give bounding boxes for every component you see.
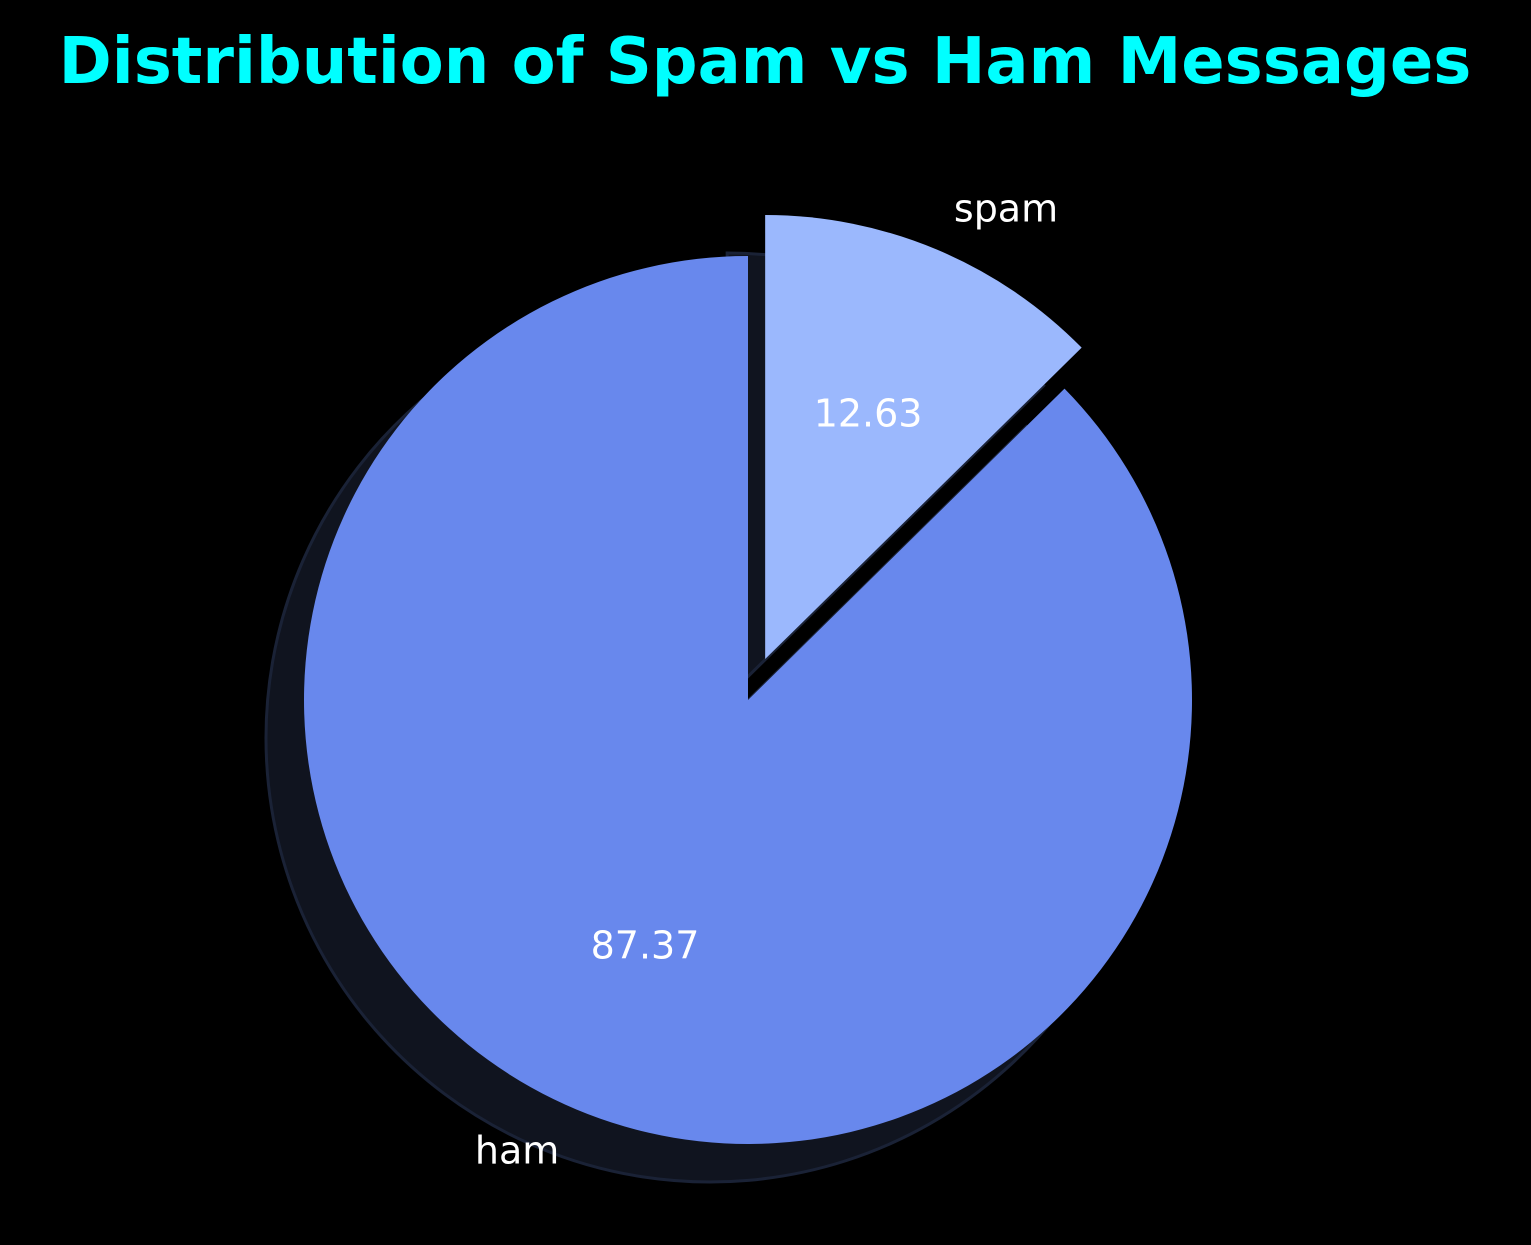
- chart-title: Distribution of Spam vs Ham Messages: [59, 25, 1472, 99]
- pie-slice-layer: [304, 215, 1193, 1144]
- slice-label-spam: spam: [954, 187, 1058, 231]
- value-label-ham: 87.37: [591, 924, 700, 968]
- pie-slice-ham: [304, 256, 1193, 1144]
- pie-label-layer: ham 87.37 spam 12.63: [475, 187, 1058, 1173]
- pie-slice-spam: [765, 215, 1082, 660]
- slice-label-ham: ham: [475, 1129, 559, 1173]
- value-label-spam: 12.63: [814, 391, 923, 435]
